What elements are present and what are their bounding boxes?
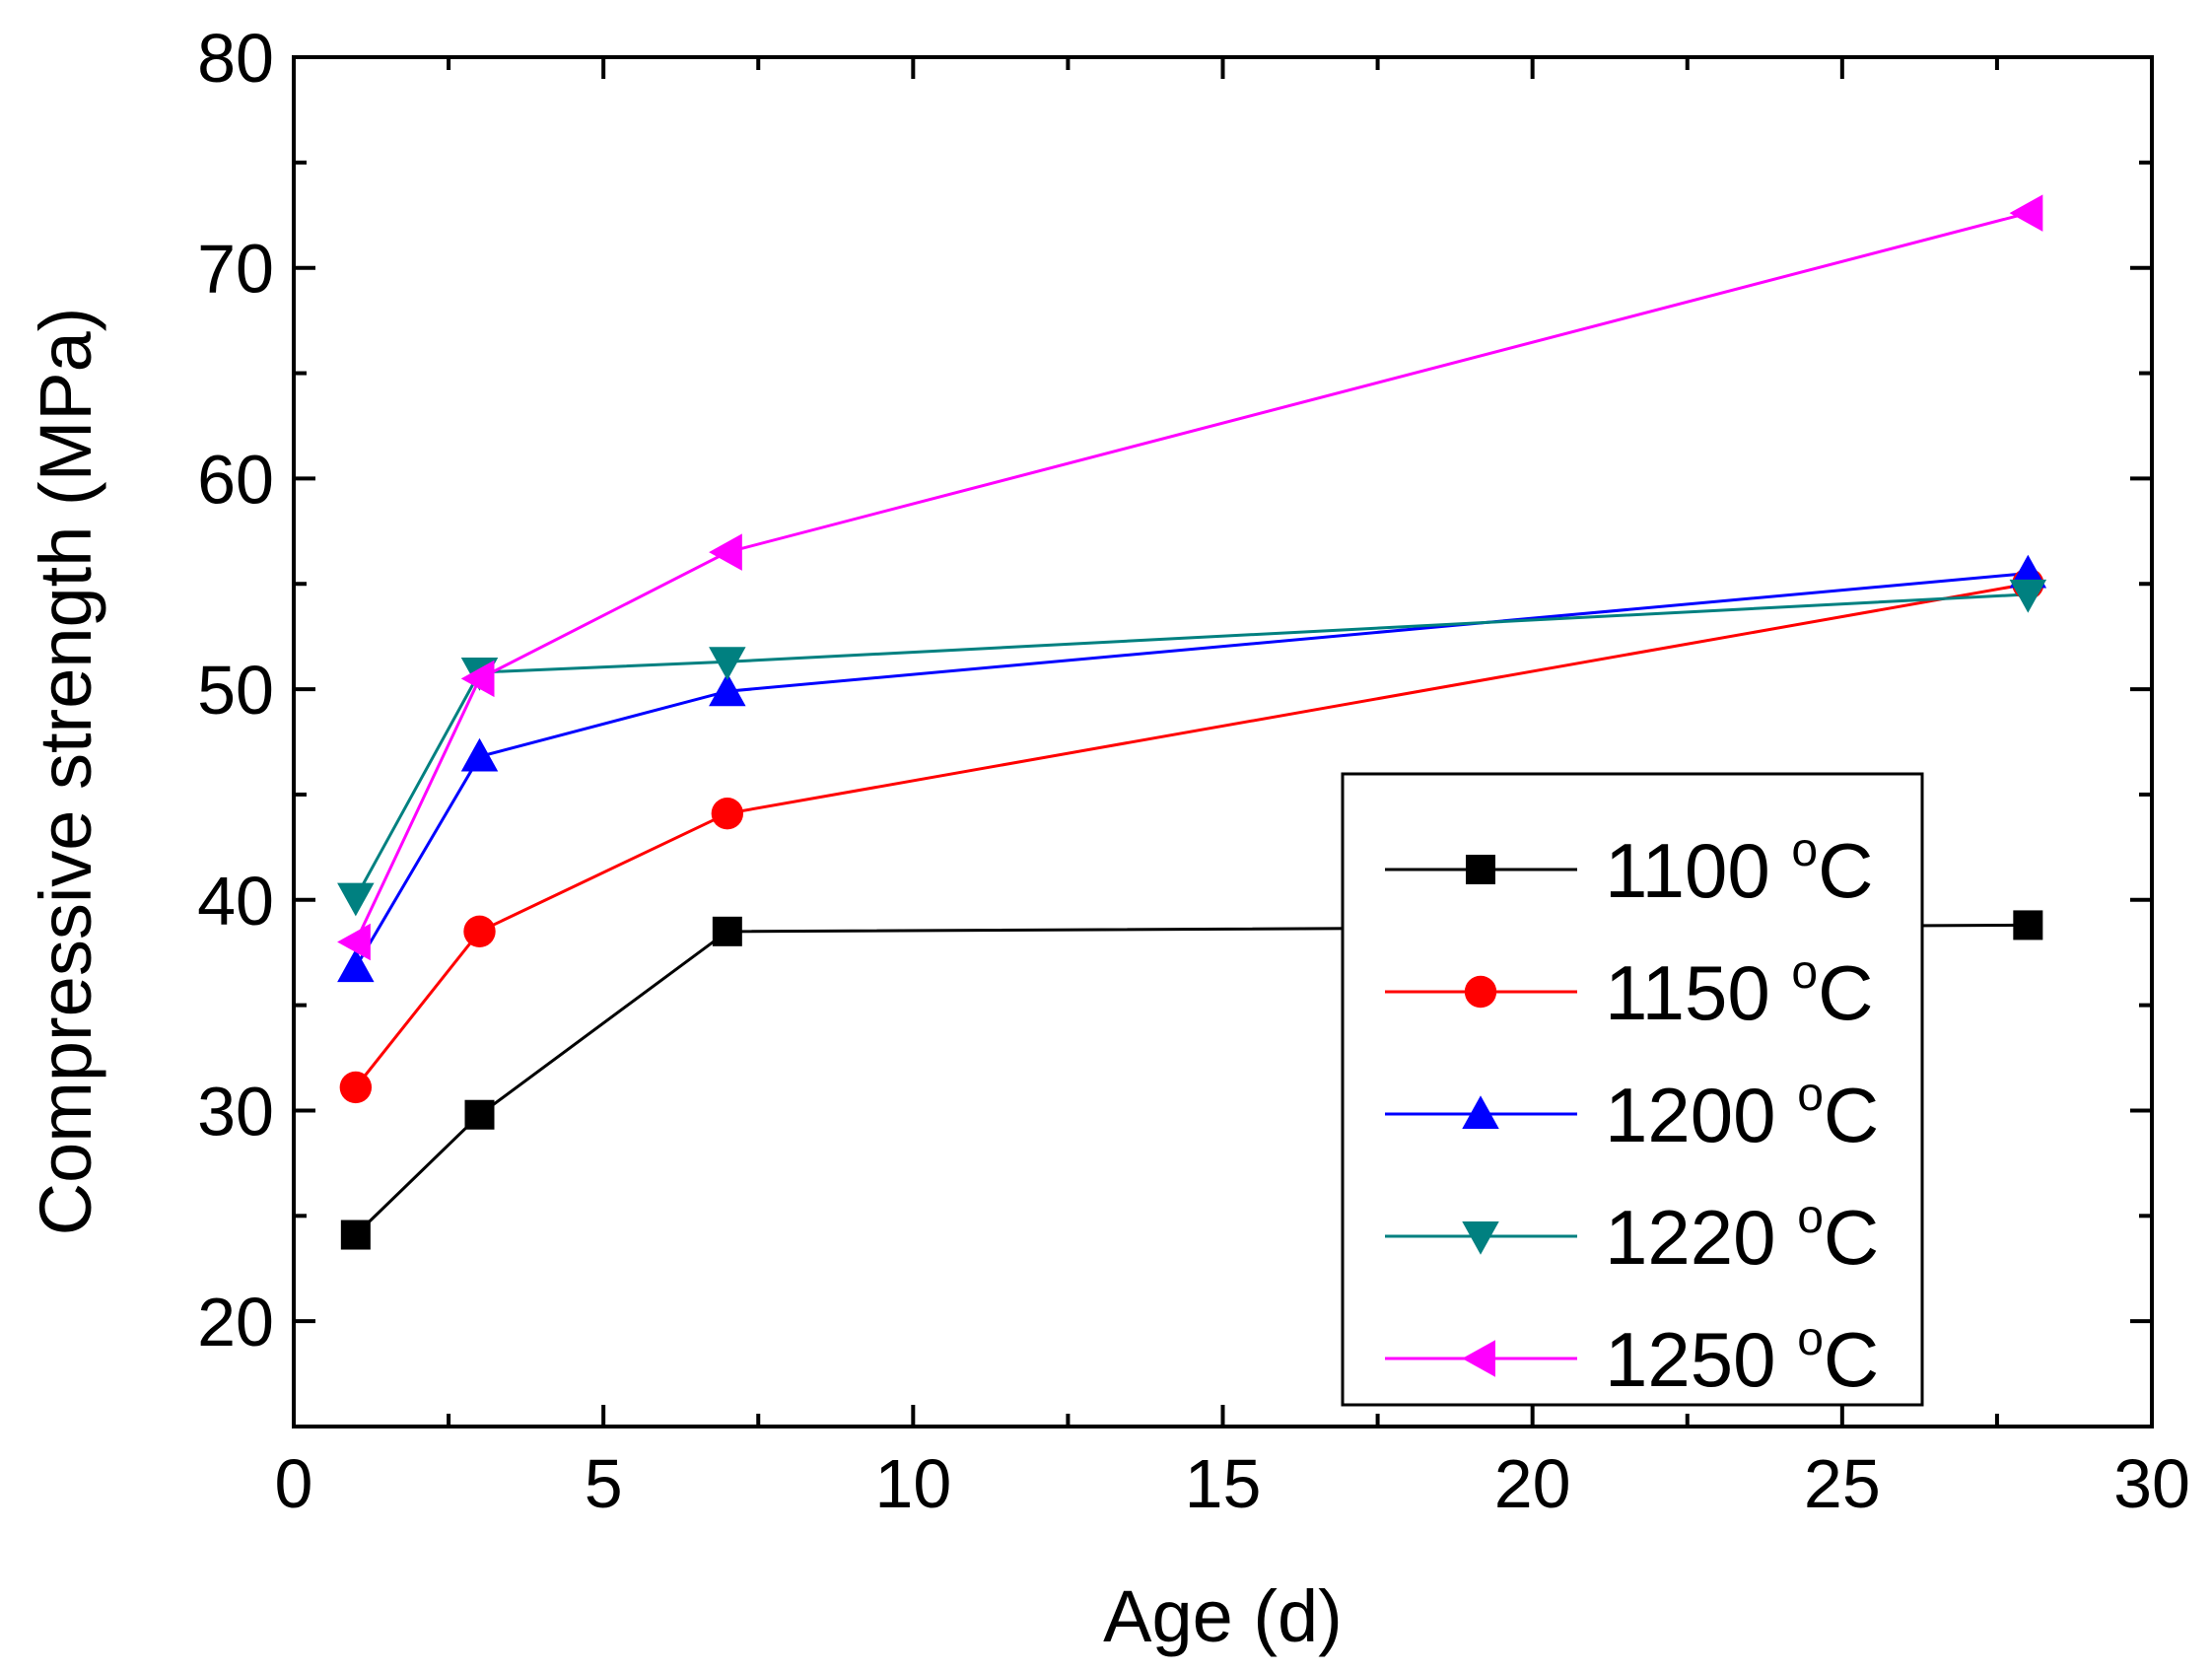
legend-marker — [1462, 1095, 1499, 1129]
legend-unit-c: C — [1824, 1316, 1879, 1403]
axis-ticks — [292, 55, 2154, 1428]
data-point-1150 — [339, 1071, 373, 1104]
legend-label: 1100 oC — [1605, 824, 1873, 914]
x-tick-label: 25 — [1804, 1445, 1881, 1522]
legend-item-1150: 1150 oC — [1385, 946, 1873, 1036]
series-line-1250 — [354, 211, 2029, 943]
legend-item-1250: 1250 oC — [1385, 1313, 1879, 1403]
data-point-1250 — [2009, 194, 2043, 232]
x-tick-label: 20 — [1494, 1445, 1571, 1522]
legend-degree-o: o — [1791, 824, 1818, 876]
legend-degree-o: o — [1791, 946, 1818, 999]
legend-marker — [1462, 1340, 1495, 1377]
axis-tick-labels: 0 5 10 15 20 25 30 20 30 40 50 60 70 80 — [197, 20, 2190, 1522]
data-point-1100 — [340, 1219, 371, 1250]
data-point-1200 — [337, 948, 375, 983]
y-tick-label: 30 — [197, 1073, 274, 1150]
legend-degree-o: o — [1797, 1069, 1824, 1121]
y-tick-label: 60 — [197, 441, 274, 518]
data-point-1220 — [337, 882, 375, 917]
legend-marker — [1464, 975, 1497, 1009]
legend-unit-c: C — [1824, 1194, 1879, 1281]
data-point-1220 — [709, 647, 746, 681]
x-tick-label: 5 — [585, 1445, 623, 1522]
legend-item-1220: 1220 oC — [1385, 1191, 1879, 1281]
series-line-1220 — [354, 592, 2029, 899]
data-point-1220 — [2009, 579, 2047, 613]
legend-unit-c: C — [1818, 827, 1873, 914]
x-tick-label: 10 — [874, 1445, 951, 1522]
x-tick-label: 15 — [1185, 1445, 1262, 1522]
data-point-1250 — [460, 660, 495, 698]
data-point-1200 — [709, 672, 746, 707]
legend-marker — [1462, 1221, 1499, 1255]
y-axis-title: Compressive strength (MPa) — [25, 308, 106, 1236]
series-markers — [337, 194, 2047, 1250]
data-point-1100 — [2013, 910, 2043, 940]
legend-label: 1220 oC — [1605, 1191, 1879, 1281]
legend-label-value: 1200 — [1605, 1072, 1797, 1158]
series-line-1150 — [354, 582, 2029, 1088]
data-point-1100 — [712, 916, 742, 946]
legend-marker — [1466, 855, 1495, 884]
data-point-1100 — [464, 1099, 495, 1130]
y-tick-label: 50 — [197, 652, 274, 729]
y-tick-label: 20 — [197, 1284, 274, 1360]
legend-label: 1250 oC — [1605, 1313, 1879, 1403]
legend-label: 1150 oC — [1605, 946, 1873, 1036]
data-point-1250 — [337, 923, 371, 961]
legend-label-value: 1100 — [1605, 827, 1791, 914]
legend-label-value: 1220 — [1605, 1194, 1797, 1281]
legend-item-1200: 1200 oC — [1385, 1069, 1879, 1158]
series-line-1200 — [354, 572, 2029, 968]
legend-item-1100: 1100 oC — [1385, 824, 1873, 914]
data-point-1250 — [709, 533, 742, 571]
data-point-1200 — [460, 737, 499, 772]
legend-label-value: 1250 — [1605, 1316, 1797, 1403]
legend-degree-o: o — [1797, 1191, 1824, 1243]
y-tick-label: 70 — [197, 231, 274, 308]
x-tick-label: 30 — [2113, 1445, 2190, 1522]
legend-label: 1200 oC — [1605, 1069, 1879, 1158]
legend-degree-o: o — [1797, 1313, 1824, 1365]
legend-box — [1341, 772, 1924, 1407]
x-axis-title: Age (d) — [1103, 1575, 1343, 1657]
data-point-1150 — [711, 797, 744, 830]
y-tick-label: 80 — [197, 20, 274, 97]
x-tick-label: 0 — [275, 1445, 313, 1522]
data-point-1150 — [463, 915, 496, 948]
legend-unit-c: C — [1824, 1072, 1879, 1158]
legend-label-value: 1150 — [1605, 949, 1791, 1036]
y-tick-label: 40 — [197, 863, 274, 940]
legend-unit-c: C — [1818, 949, 1873, 1036]
